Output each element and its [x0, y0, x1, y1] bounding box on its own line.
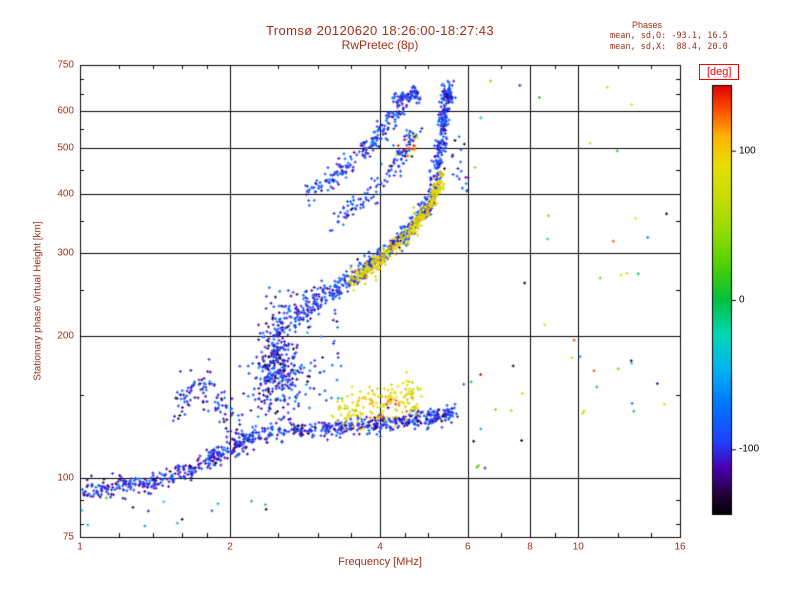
y-tick-label: 600 — [57, 105, 74, 117]
y-tick-label: 100 — [57, 472, 74, 484]
phases-heading: Phases — [632, 20, 663, 30]
x-tick-label: 10 — [572, 541, 584, 553]
phases-annotation: Phases mean, sd,O: -93.1, 16.5 mean, sd,… — [610, 20, 728, 53]
x-tick-label: 4 — [377, 541, 383, 553]
chart-title: Tromsø 20120620 18:26:00-18:27:43 — [265, 23, 495, 38]
x-tick-label: 6 — [464, 541, 471, 553]
x-tick-label: 1 — [77, 541, 83, 553]
colorbar-tick-label: 100 — [739, 145, 756, 157]
colorbar-tick-label: -100 — [739, 443, 760, 455]
y-axis-label: Stationary phase Virtual Height [km] — [32, 221, 44, 381]
y-tick-label: 300 — [57, 247, 74, 259]
y-tick-label: 400 — [57, 188, 74, 200]
chart-subtitle: RwPretec (8p) — [341, 38, 419, 52]
colorbar-unit-label: [deg] — [699, 64, 740, 80]
colorbar-tick-label: 0 — [739, 294, 745, 306]
x-tick-label: 2 — [227, 541, 233, 553]
phases-x-stats: mean, sd,X: 88.4, 20.0 — [610, 42, 728, 52]
y-tick-label: 200 — [57, 330, 74, 342]
x-tick-label: 16 — [674, 541, 686, 553]
y-tick-label: 75 — [62, 531, 74, 543]
y-tick-label: 500 — [57, 142, 74, 154]
x-tick-label: 8 — [527, 541, 533, 553]
x-axis-label: Frequency [MHz] — [338, 556, 422, 568]
phases-o-stats: mean, sd,O: -93.1, 16.5 — [610, 31, 728, 41]
y-tick-label: 750 — [57, 59, 74, 71]
